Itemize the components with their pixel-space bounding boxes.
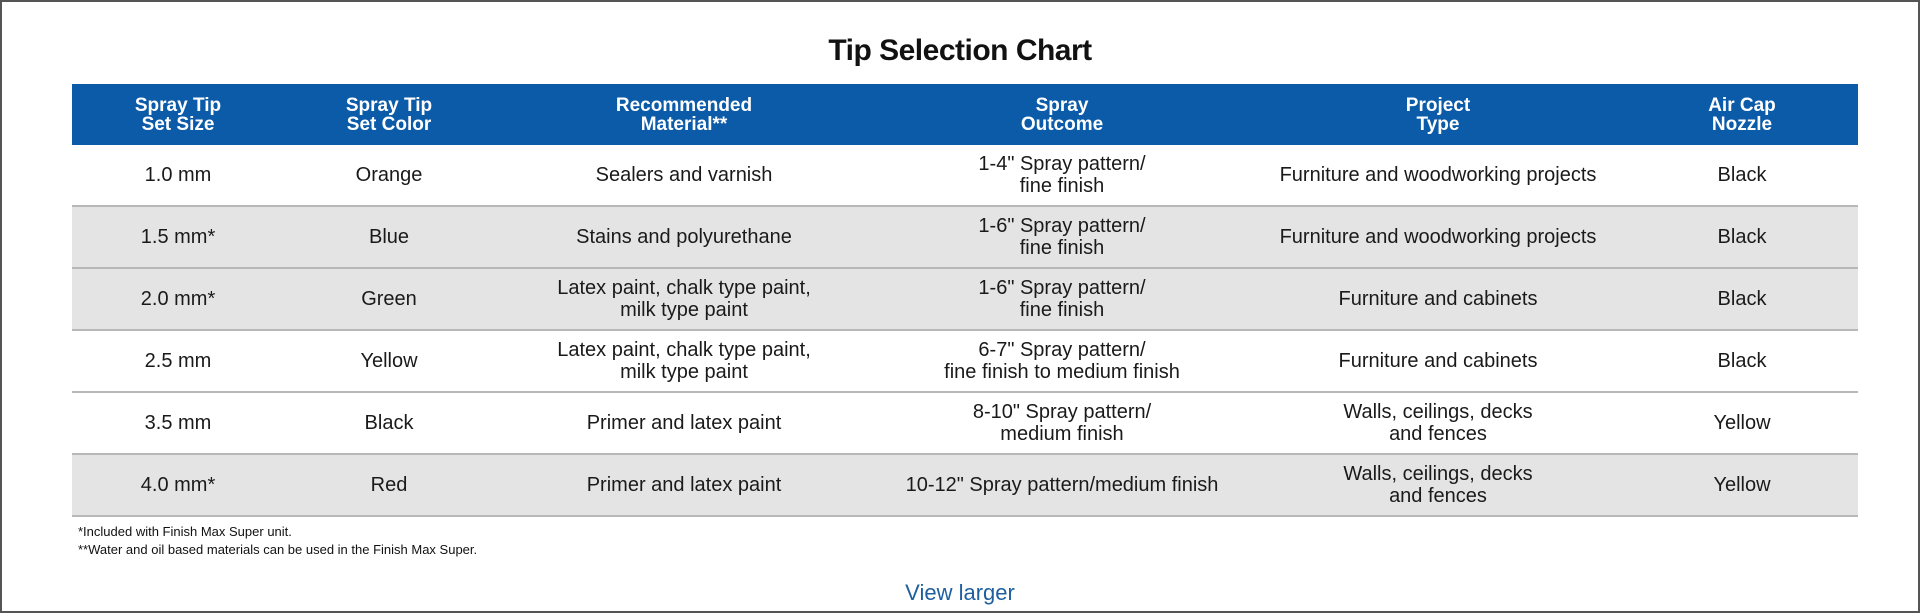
table-cell: Yellow [284, 330, 494, 393]
table-cell: Yellow [1626, 392, 1858, 455]
table-cell: Primer and latex paint [494, 454, 874, 517]
column-header: Project Type [1250, 84, 1626, 145]
table-cell: Furniture and woodworking projects [1250, 206, 1626, 269]
table-cell: Latex paint, chalk type paint, milk type… [494, 330, 874, 393]
table-cell: 4.0 mm* [72, 454, 284, 517]
table-cell: 8-10" Spray pattern/ medium finish [874, 392, 1250, 455]
table-row: 2.0 mm* Green Latex paint, chalk type pain… [72, 268, 1858, 331]
table-cell: Walls, ceilings, decks and fences [1250, 392, 1626, 455]
column-header: Recommended Material** [494, 84, 874, 145]
view-larger-link[interactable]: View larger [905, 580, 1015, 605]
table-cell: 6-7" Spray pattern/ fine finish to mediu… [874, 330, 1250, 393]
tip-table: Spray Tip Set Size Spray Tip Set Color Rec… [72, 84, 1858, 517]
table-cell: Primer and latex paint [494, 392, 874, 455]
table-cell: Walls, ceilings, decks and fences [1250, 454, 1626, 517]
table-cell: 1-6" Spray pattern/ fine finish [874, 206, 1250, 269]
table-cell: 1.0 mm [72, 145, 284, 207]
table-cell: Black [284, 392, 494, 455]
table-head: Spray Tip Set Size Spray Tip Set Color Rec… [72, 84, 1858, 145]
table-cell: Furniture and woodworking projects [1250, 145, 1626, 207]
table-row: 1.5 mm* Blue Stains and polyurethane 1-6" S… [72, 206, 1858, 269]
table-cell: Yellow [1626, 454, 1858, 517]
column-header: Spray Tip Set Color [284, 84, 494, 145]
table-cell: 3.5 mm [72, 392, 284, 455]
table-cell: Black [1626, 268, 1858, 331]
table-cell: 1.5 mm* [72, 206, 284, 269]
header-row: Spray Tip Set Size Spray Tip Set Color Rec… [72, 84, 1858, 145]
table-cell: Black [1626, 330, 1858, 393]
table-cell: 10-12" Spray pattern/medium finish [874, 454, 1250, 517]
table-row: 1.0 mm Orange Sealers and varnish 1-4" Spra… [72, 145, 1858, 207]
column-header: Air Cap Nozzle [1626, 84, 1858, 145]
table-row: 4.0 mm* Red Primer and latex paint 10-12" S… [72, 454, 1858, 517]
table-row: 2.5 mm Yellow Latex paint, chalk type pain… [72, 330, 1858, 393]
table-cell: Green [284, 268, 494, 331]
footnote: *Included with Finish Max Super unit. [78, 524, 292, 539]
chart-title: Tip Selection Chart [828, 34, 1092, 67]
table-cell: Stains and polyurethane [494, 206, 874, 269]
table-cell: 2.5 mm [72, 330, 284, 393]
table-cell: Orange [284, 145, 494, 207]
table-cell: 1-6" Spray pattern/ fine finish [874, 268, 1250, 331]
table-row: 3.5 mm Black Primer and latex paint 8-10" S… [72, 392, 1858, 455]
table-body: 1.0 mm Orange Sealers and varnish 1-4" Spra… [72, 145, 1858, 517]
column-header: Spray Outcome [874, 84, 1250, 145]
table-cell: 2.0 mm* [72, 268, 284, 331]
table-cell: Furniture and cabinets [1250, 268, 1626, 331]
table-cell: Black [1626, 145, 1858, 207]
table-cell: Furniture and cabinets [1250, 330, 1626, 393]
table-cell: Black [1626, 206, 1858, 269]
column-header: Spray Tip Set Size [72, 84, 284, 145]
table-cell: Red [284, 454, 494, 517]
table-cell: Sealers and varnish [494, 145, 874, 207]
table-cell: Blue [284, 206, 494, 269]
footnote: **Water and oil based materials can be u… [78, 542, 478, 557]
table-cell: 1-4" Spray pattern/ fine finish [874, 145, 1250, 207]
table-cell: Latex paint, chalk type paint, milk type… [494, 268, 874, 331]
